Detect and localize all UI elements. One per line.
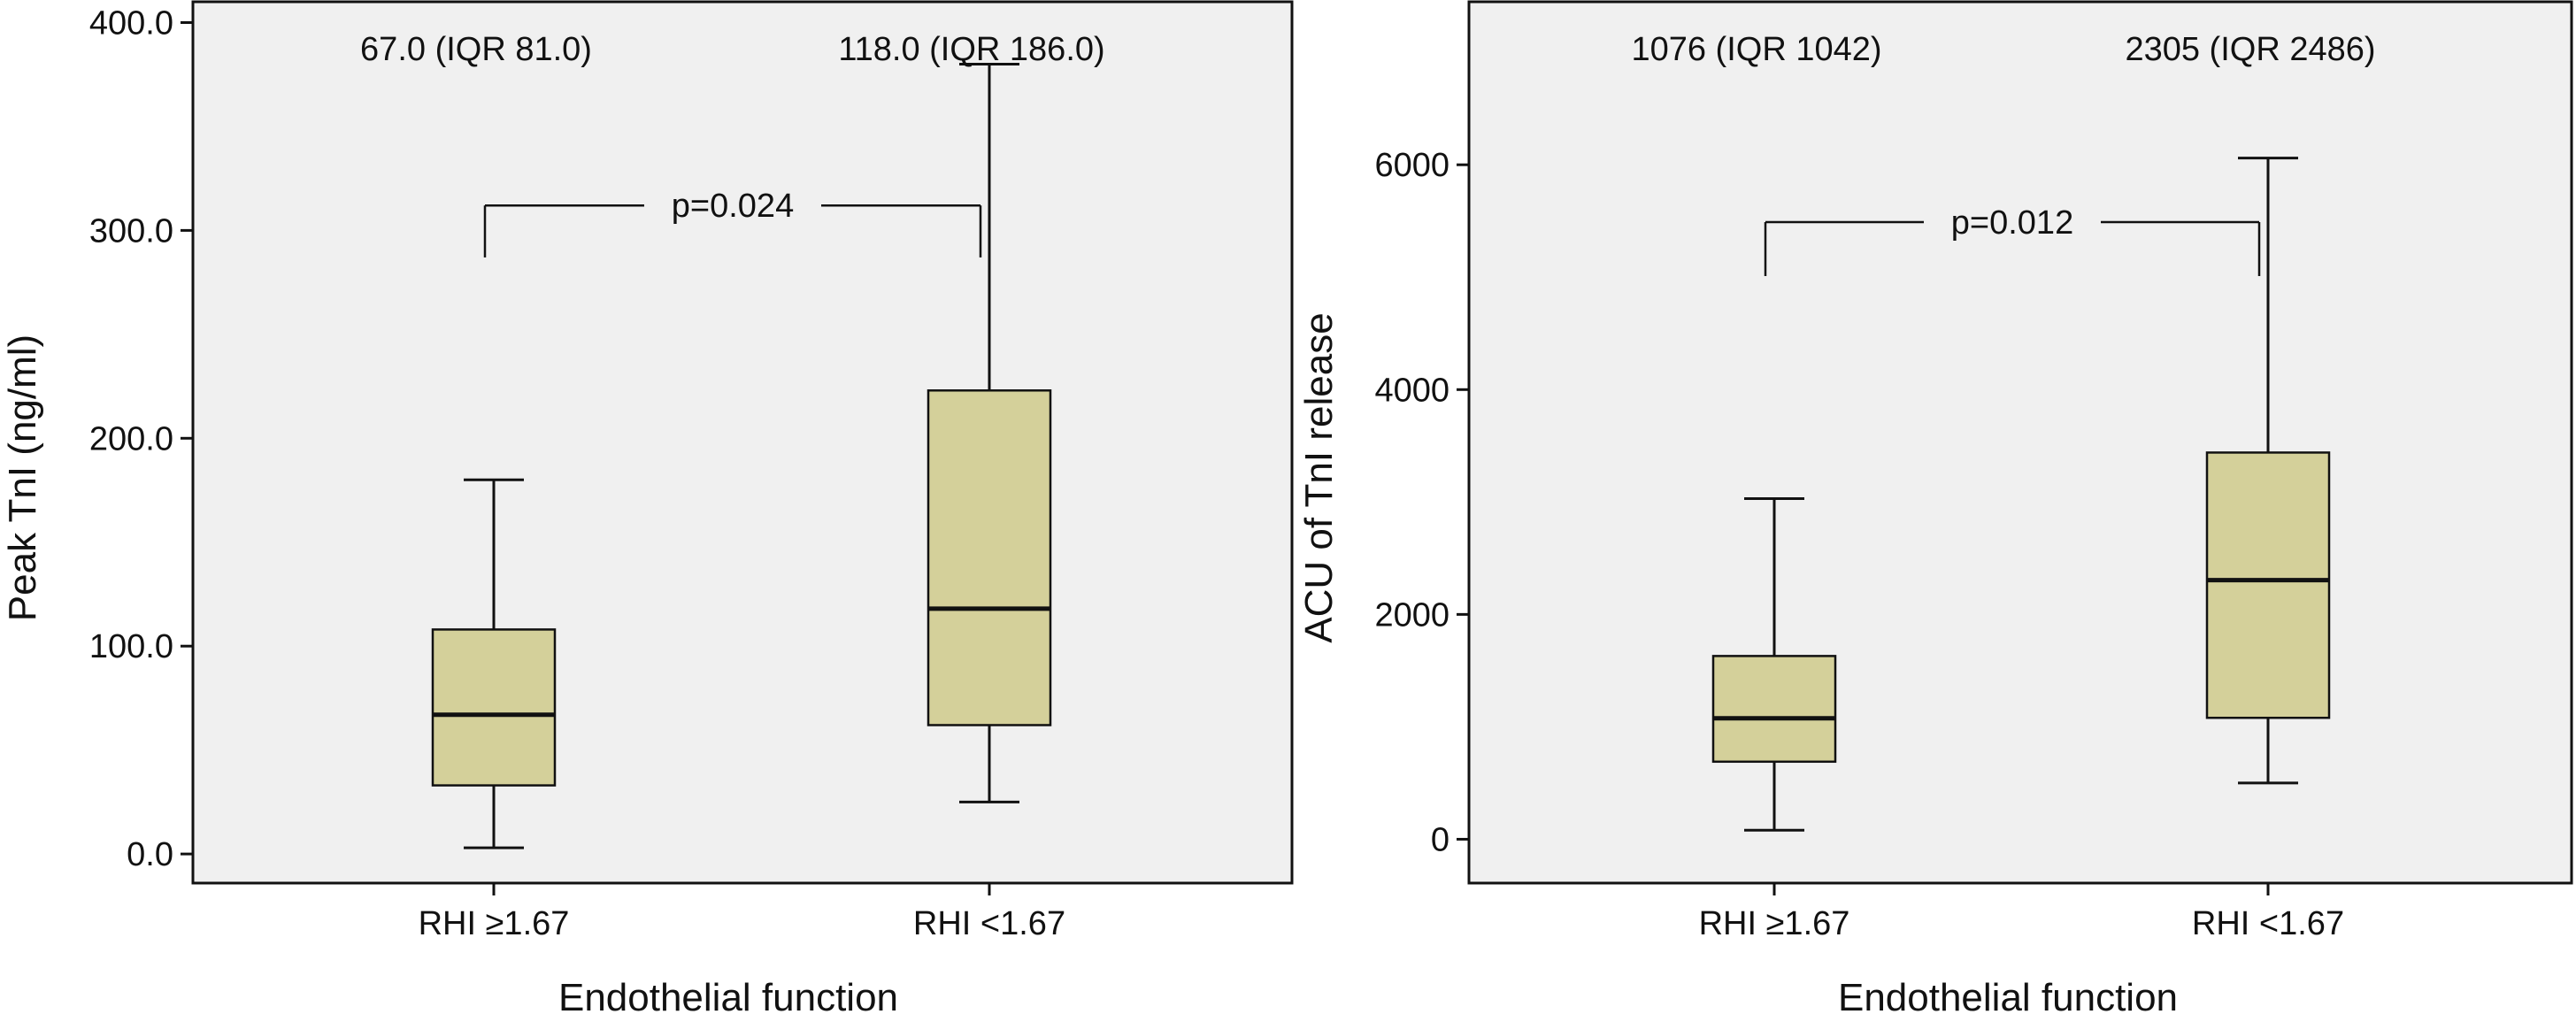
annotation-group-1: 67.0 (IQR 81.0)	[360, 31, 592, 68]
x-tick-label-group-2: RHI <1.67	[913, 905, 1065, 942]
x-axis	[1772, 883, 2270, 895]
box-group-1	[431, 478, 557, 849]
annotation-group-1: 1076 (IQR 1042)	[1631, 31, 1881, 68]
annotation-group-2: 2305 (IQR 2486)	[2125, 31, 2375, 68]
box-group-2	[927, 62, 1052, 803]
box-group-1	[1711, 497, 1837, 832]
y-axis: 0 2000 4000 6000	[1374, 147, 1469, 858]
iqr-box	[2205, 451, 2331, 719]
chart-panel-acu-tni: 0 2000 4000 6000 1076 (IQR 1042) 2305 (IQR …	[1297, 0, 2573, 1019]
y-tick-label: 4000	[1374, 372, 1449, 409]
y-tick-label: 200.0	[89, 420, 173, 457]
y-tick-label: 300.0	[89, 212, 173, 250]
significance-bracket	[483, 204, 982, 257]
y-tick-label: 0.0	[127, 836, 173, 873]
y-tick-label: 0	[1431, 821, 1449, 858]
x-tick-label-group-1: RHI ≥1.67	[419, 905, 570, 942]
y-tick-label: 2000	[1374, 596, 1449, 634]
iqr-box	[927, 389, 1052, 726]
plot-area	[1467, 0, 2573, 885]
x-tick-label-group-2: RHI <1.67	[2192, 905, 2344, 942]
iqr-box	[431, 628, 557, 787]
iqr-box	[1711, 655, 1837, 764]
y-axis-title: Peak TnI (ng/ml)	[1, 334, 44, 621]
y-tick-label: 400.0	[89, 4, 173, 42]
significance-bracket	[1764, 220, 2261, 276]
box-group-2	[2205, 157, 2331, 785]
p-value-label: p=0.012	[1951, 204, 2073, 242]
box-series	[431, 62, 1052, 849]
x-axis-title: Endothelial function	[558, 976, 898, 1019]
x-axis	[492, 883, 991, 895]
y-axis-title: ACU of TnI release	[1297, 312, 1341, 642]
x-tick-label-group-1: RHI ≥1.67	[1699, 905, 1850, 942]
annotation-group-2: 118.0 (IQR 186.0)	[838, 31, 1104, 68]
plot-area	[191, 0, 1294, 885]
y-tick-label: 100.0	[89, 628, 173, 665]
p-value-label: p=0.024	[672, 188, 794, 225]
box-series	[1711, 157, 2331, 832]
y-tick-label: 6000	[1374, 147, 1449, 184]
y-axis: 0.0 100.0 200.0 300.0 400.0	[89, 4, 193, 873]
x-axis-title: Endothelial function	[1838, 976, 2178, 1019]
